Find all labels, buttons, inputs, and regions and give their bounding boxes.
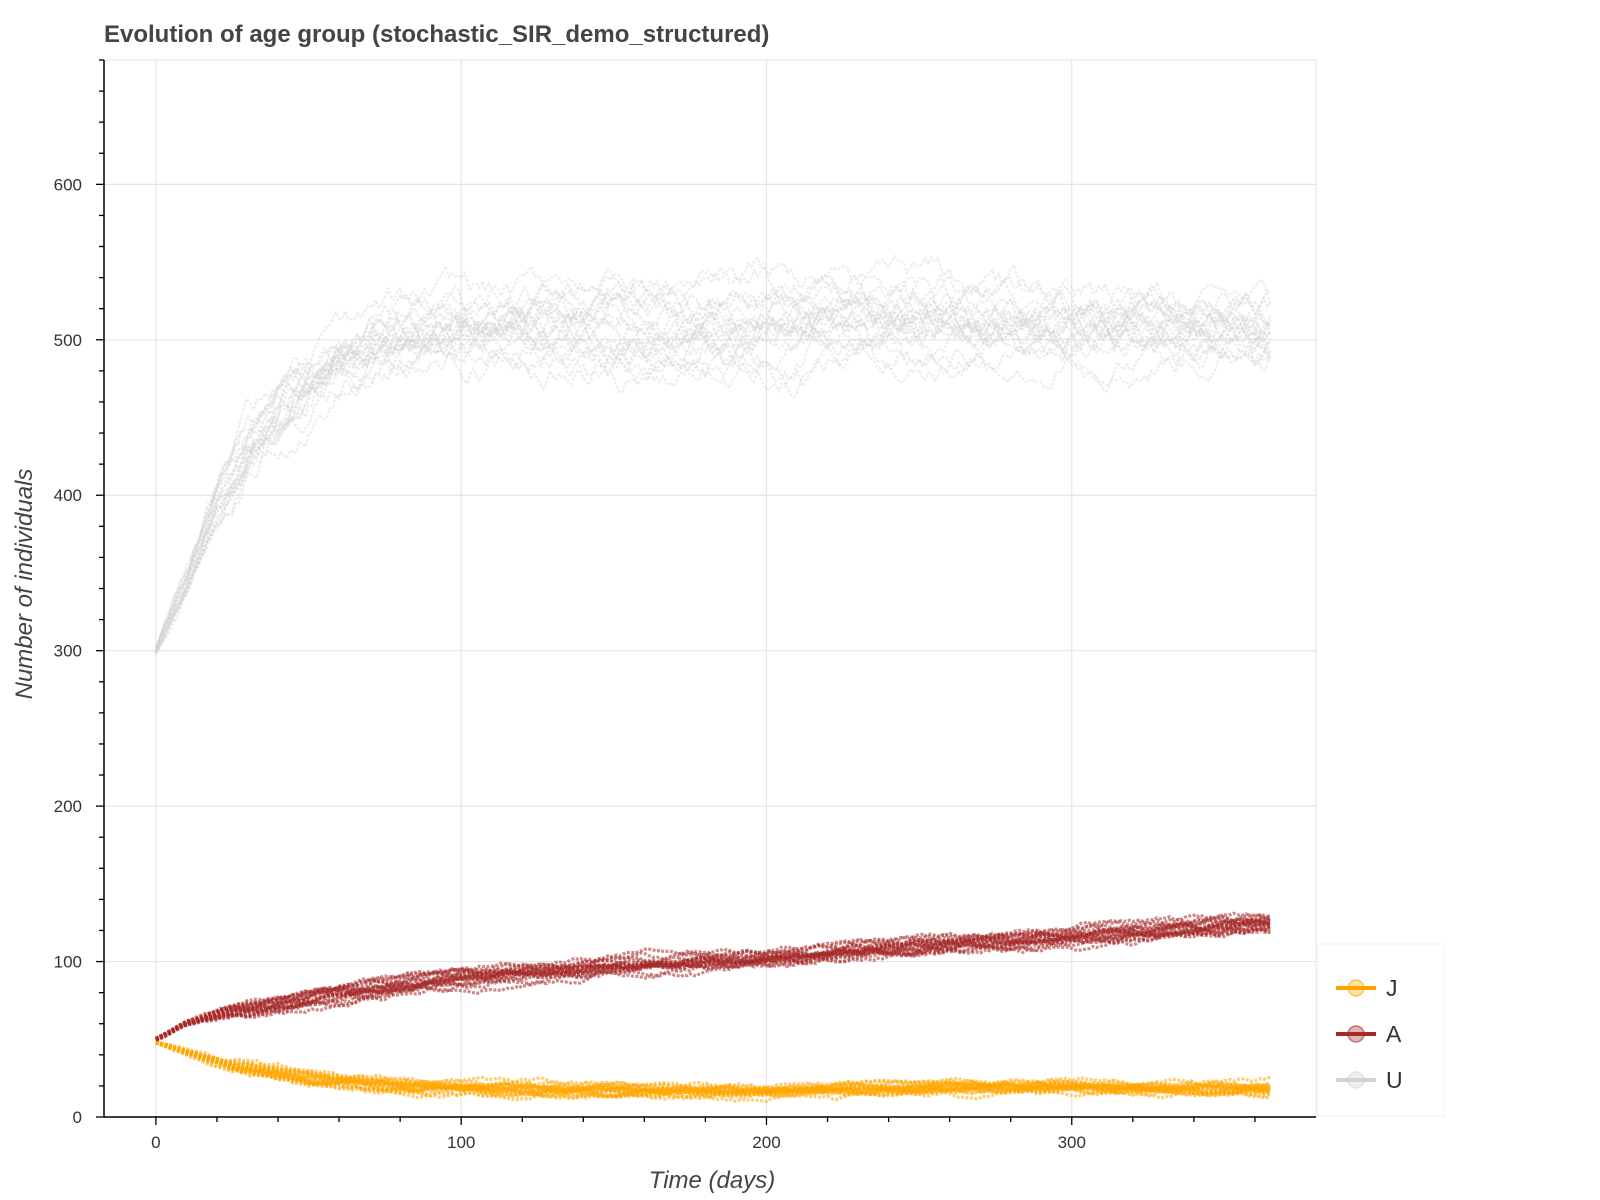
series-A-run-line [155,911,1271,1041]
axes [96,59,1316,1125]
series-U-run-line [154,305,1271,655]
series-U-run-line [154,291,1272,654]
series-U-run-line [154,283,1272,650]
legend-label-J: J [1386,975,1398,1001]
legend-swatch-marker-A [1347,1025,1365,1043]
series-A-run-line [155,924,1271,1041]
y-tick-label: 300 [54,642,82,661]
y-tick-label: 100 [54,953,82,972]
series-A-run-line [155,917,1271,1041]
legend-box [1317,943,1445,1117]
x-tick-label: 100 [447,1133,475,1152]
series-U-run-line [154,316,1271,653]
x-tick-label: 300 [1058,1133,1086,1152]
legend-swatch-marker-U [1347,1071,1365,1089]
legend: JAU [1317,943,1445,1117]
series-U-run-line [154,286,1272,653]
x-tick-label: 0 [151,1133,160,1152]
x-axis-label: Time (days) [649,1167,775,1194]
series-U-run-line [154,265,1272,652]
legend-swatch-marker-J [1347,979,1365,997]
legend-label-U: U [1386,1067,1403,1093]
y-tick-label: 200 [54,797,82,816]
x-tick-label: 200 [752,1133,780,1152]
series-U-run-line [154,286,1272,654]
series-A-run-line [155,919,1271,1041]
series-layer [154,254,1272,1103]
series-J-run-line [155,1040,1271,1101]
series-J-run-line [155,1040,1271,1096]
legend-label-A: A [1386,1021,1402,1047]
series-U-run-line [154,254,1271,648]
series-U-run-line [154,278,1272,652]
series-U-run-line [154,256,1271,654]
plot-frame [104,59,1317,1117]
series-J-run-line [155,1040,1271,1099]
y-tick-label: 0 [73,1108,82,1127]
series-U-run-line [154,264,1272,649]
grid [104,60,1316,1118]
series-U-run-line [154,304,1272,655]
series-U-run-line [154,262,1271,652]
tick-labels: 0 100 200 300 0 100 200 300 400 500 600 [54,175,1086,1152]
y-axis-label: Number of individuals [11,469,38,700]
series-A-run-line [155,918,1271,1040]
series-U-run-line [154,268,1272,651]
series-U-run-line [154,278,1272,650]
series-A-run-line [155,919,1271,1042]
y-tick-label: 400 [54,486,82,505]
y-tick-label: 500 [54,331,82,350]
series-U-run-line [154,274,1272,653]
series-U-run-line [154,284,1272,648]
chart-title: Evolution of age group (stochastic_SIR_d… [104,21,769,48]
series-U-run-line [154,298,1271,655]
series-U-run-line [154,310,1272,652]
y-tick-label: 600 [54,175,82,194]
